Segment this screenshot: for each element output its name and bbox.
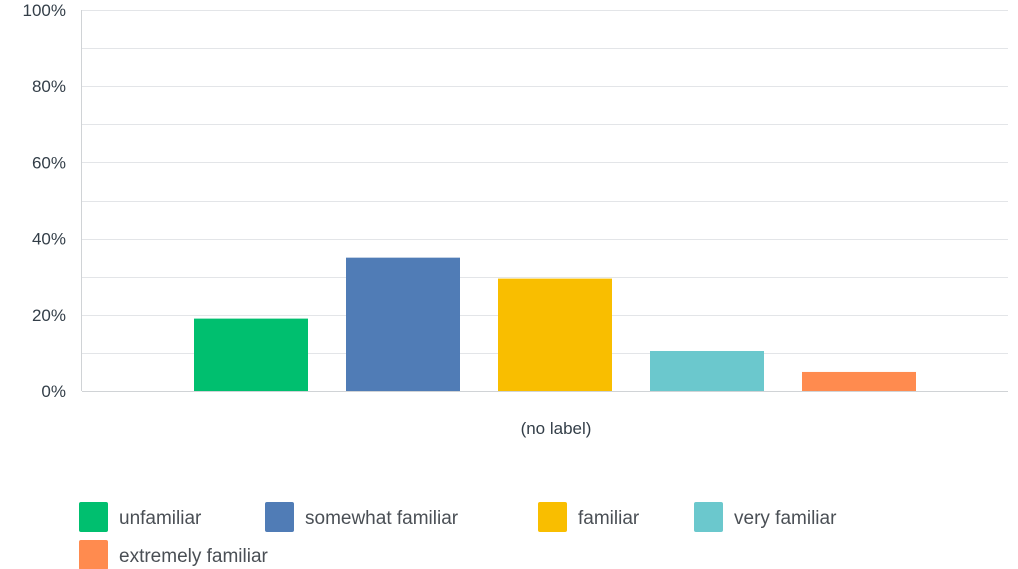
y-tick-label: 20% — [32, 306, 66, 325]
bar-familiar — [498, 278, 612, 391]
legend: unfamiliar somewhat familiar familiar very … — [79, 502, 837, 569]
y-tick-label: 40% — [32, 230, 66, 249]
x-axis: (no label) — [521, 419, 592, 438]
legend-swatch — [538, 502, 567, 532]
legend-item: unfamiliar — [79, 502, 202, 532]
bar-somewhat-familiar — [346, 257, 460, 391]
gridlines — [82, 10, 1008, 392]
category-label: (no label) — [521, 419, 592, 438]
bar-very-familiar — [650, 350, 764, 391]
legend-item: very familiar — [694, 502, 837, 532]
y-tick-label: 60% — [32, 153, 66, 172]
legend-label: familiar — [578, 508, 640, 529]
y-tick-label: 80% — [32, 77, 66, 96]
y-tick-label: 0% — [41, 382, 66, 401]
bar-unfamiliar — [194, 318, 308, 391]
legend-label: extremely familiar — [119, 546, 269, 567]
legend-label: unfamiliar — [119, 508, 202, 529]
legend-swatch — [79, 540, 108, 569]
legend-item: somewhat familiar — [265, 502, 459, 532]
legend-item: familiar — [538, 502, 640, 532]
y-axis: 0% 20% 40% 60% 80% 100% — [23, 1, 82, 401]
bar-extremely-familiar — [802, 371, 916, 391]
legend-swatch — [265, 502, 294, 532]
bars — [194, 257, 916, 391]
legend-swatch — [79, 502, 108, 532]
legend-item: extremely familiar — [79, 540, 269, 569]
legend-swatch — [694, 502, 723, 532]
legend-label: very familiar — [734, 508, 837, 529]
legend-label: somewhat familiar — [305, 508, 459, 529]
y-tick-label: 100% — [23, 1, 66, 20]
